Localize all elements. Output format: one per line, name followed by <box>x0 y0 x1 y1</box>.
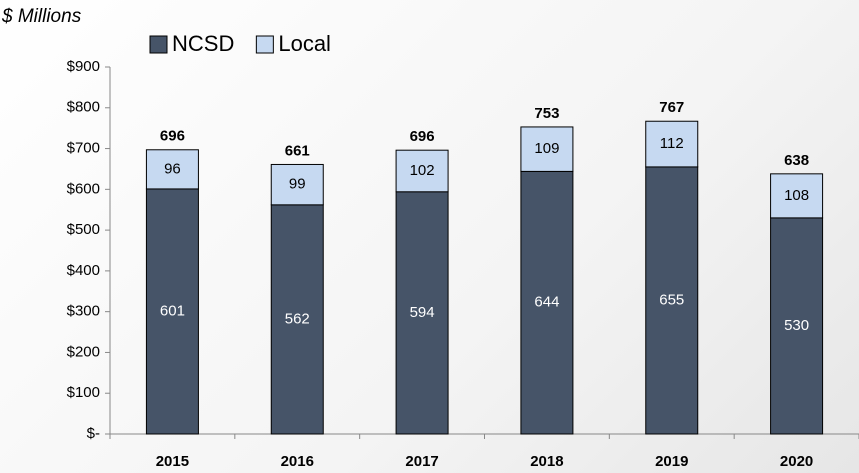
total-label: 753 <box>534 105 559 122</box>
legend-label: NCSD <box>172 31 234 56</box>
x-tick-label: 2020 <box>780 453 813 470</box>
y-tick-label: $500 <box>67 221 100 238</box>
total-label: 696 <box>410 128 435 145</box>
total-label: 696 <box>160 128 185 145</box>
x-tick-label: 2015 <box>156 453 189 470</box>
legend-label: Local <box>278 31 331 56</box>
value-label: 530 <box>784 317 809 334</box>
y-tick-label: $300 <box>67 303 100 320</box>
y-tick-label: $800 <box>67 99 100 116</box>
y-tick-label: $900 <box>67 58 100 75</box>
value-label: 562 <box>285 310 310 327</box>
value-label: 108 <box>784 187 809 204</box>
total-label: 767 <box>659 99 684 116</box>
bar-segment <box>645 120 699 168</box>
total-label: 638 <box>784 152 809 169</box>
value-label: 99 <box>289 176 306 193</box>
y-axis-label: $ Millions <box>1 6 82 27</box>
bar-segment <box>145 149 199 190</box>
bar-segment <box>770 217 824 435</box>
value-label: 102 <box>410 162 435 179</box>
y-tick-label: $- <box>87 425 100 442</box>
x-tick-label: 2018 <box>530 453 563 470</box>
value-label: 109 <box>534 140 559 157</box>
value-label: 644 <box>534 294 559 311</box>
y-tick-label: $100 <box>67 384 100 401</box>
legend-swatch <box>149 35 168 54</box>
y-tick-label: $400 <box>67 262 100 279</box>
value-label: 112 <box>660 135 684 152</box>
bar-segment <box>395 149 449 193</box>
legend-swatch <box>255 35 274 54</box>
x-tick-label: 2016 <box>281 453 314 470</box>
value-label: 594 <box>410 304 435 321</box>
x-tick-label: 2019 <box>655 453 688 470</box>
y-tick-label: $200 <box>67 343 100 360</box>
total-label: 661 <box>285 142 310 159</box>
y-tick-label: $600 <box>67 180 100 197</box>
y-tick-label: $700 <box>67 140 100 157</box>
bar-segment <box>770 173 824 219</box>
bar-segment <box>645 166 699 435</box>
bar-segment <box>520 126 574 172</box>
bar-segment <box>395 191 449 435</box>
x-tick-label: 2017 <box>405 453 438 470</box>
bar-segment <box>520 170 574 435</box>
value-label: 601 <box>160 302 185 319</box>
value-label: 655 <box>659 291 684 308</box>
value-label: 96 <box>164 160 181 177</box>
bar-segment <box>270 163 324 206</box>
